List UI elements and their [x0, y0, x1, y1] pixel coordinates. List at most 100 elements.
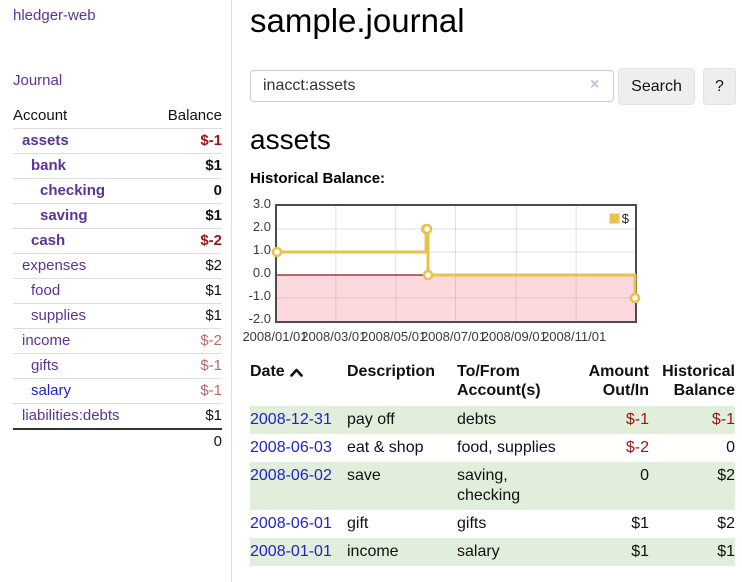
page-title: sample.journal	[250, 2, 465, 39]
register-row: 2008-06-01 gift gifts $1 $2	[250, 510, 735, 538]
transaction-description-cell: eat & shop	[347, 439, 424, 456]
transaction-description-cell: save	[347, 467, 381, 484]
transaction-description-cell: pay off	[347, 411, 395, 428]
historical-balance-chart: $ 3.0 2.0 1.0 0.0 -1.0 -2.0 2008/01/01 2008/03/…	[242, 196, 742, 347]
register-body: 2008-12-31 pay off debts $-1 $-1 2008-06-03 ea…	[250, 406, 735, 566]
data-point-marker	[271, 246, 283, 258]
clear-search-icon[interactable]: ×	[590, 76, 600, 93]
transaction-amount-cell: $-1	[625, 411, 649, 428]
search-form: × Search ?	[250, 68, 742, 108]
accounts-table-header: Account Balance	[13, 104, 222, 128]
transaction-date-link[interactable]: 2008-06-03	[250, 439, 332, 456]
sort-ascending-chevron-up-icon	[289, 368, 303, 377]
chart-title: Historical Balance:	[250, 170, 386, 187]
transaction-date-link[interactable]: 2008-12-31	[250, 411, 332, 428]
x-axis-tick-label: 2008/07/01	[420, 329, 487, 344]
register-row: 2008-06-03 eat & shop food, supplies $-2 0	[250, 434, 735, 462]
register-header-row: Date Description To/From Account(s) Amou…	[250, 360, 735, 406]
transaction-balance-cell: $1	[717, 543, 735, 560]
account-row: assets $-1	[13, 128, 222, 153]
transaction-date-link[interactable]: 2008-06-02	[250, 467, 332, 484]
account-balance: $1	[205, 407, 222, 424]
x-axis-tick-label: 2008/05/01	[361, 329, 427, 344]
transaction-balance-cell: $2	[717, 515, 735, 532]
account-balance: $1	[205, 307, 222, 324]
account-balance: $1	[205, 282, 222, 299]
accounts-total-value: 0	[213, 433, 222, 450]
account-balance: 0	[213, 182, 222, 199]
account-column-header: Account	[13, 107, 68, 124]
accounts-total-row: 0	[13, 428, 222, 454]
transaction-date-cell: 2008-06-03	[250, 434, 347, 462]
account-balance: $1	[205, 157, 222, 174]
search-input[interactable]	[250, 70, 614, 102]
sidebar-account-link[interactable]: food	[31, 282, 61, 299]
x-axis-tick-label: 2008/01/01	[242, 329, 308, 344]
account-heading: assets	[250, 124, 331, 155]
account-rows: assets $-1 bank $1 checking 0 saving $1 cash $-2 e…	[13, 128, 222, 428]
transaction-description-cell: income	[347, 543, 399, 560]
account-row: food $1	[13, 278, 222, 303]
account-row: liabilities:debts $1	[13, 403, 222, 428]
search-button[interactable]: Search	[618, 68, 695, 105]
transaction-date-link[interactable]: 2008-06-01	[250, 515, 332, 532]
sidebar-account-link[interactable]: salary	[31, 382, 72, 399]
sidebar-account-link[interactable]: assets	[22, 132, 69, 149]
help-button[interactable]: ?	[703, 68, 736, 105]
y-axis-tick-label: -2.0	[248, 311, 271, 326]
sidebar-account-link[interactable]: income	[22, 332, 71, 349]
chart-legend: $	[606, 210, 631, 227]
sidebar-account-link[interactable]: bank	[31, 157, 67, 174]
balance-column-header: Balance	[167, 107, 222, 124]
transaction-date-cell: 2008-12-31	[250, 406, 347, 434]
account-row: bank $1	[13, 153, 222, 178]
x-axis-tick-label: 2008/09/01	[481, 329, 547, 344]
account-balance: $-1	[200, 382, 222, 399]
y-axis-tick-label: 1.0	[252, 242, 271, 257]
register-table: Date Description To/From Account(s) Amou…	[250, 360, 735, 566]
sidebar-account-link[interactable]: liabilities:debts	[22, 407, 120, 424]
data-point-marker	[422, 269, 434, 281]
register-row: 2008-06-02 save saving, checking 0 $2	[250, 462, 735, 510]
x-axis-tick-label: 2008/11/01	[542, 329, 607, 344]
sidebar-account-link[interactable]: checking	[40, 182, 106, 199]
account-row: gifts $-1	[13, 353, 222, 378]
account-row: supplies $1	[13, 303, 222, 328]
transaction-amount-cell: $1	[631, 543, 649, 560]
register-row: 2008-12-31 pay off debts $-1 $-1	[250, 406, 735, 434]
sidebar-account-link[interactable]: expenses	[22, 257, 87, 274]
sidebar-account-link[interactable]: supplies	[31, 307, 87, 324]
sidebar-account-link[interactable]: gifts	[31, 357, 59, 374]
account-row: income $-2	[13, 328, 222, 353]
account-balance: $-2	[200, 332, 222, 349]
register-header-date[interactable]: Date	[250, 360, 347, 406]
account-row: checking 0	[13, 178, 222, 203]
data-point-marker	[629, 292, 641, 304]
transaction-date-link[interactable]: 2008-01-01	[250, 543, 332, 560]
account-balance: $2	[205, 257, 222, 274]
transaction-accounts-cell: food, supplies	[457, 439, 556, 456]
account-balance: $1	[205, 207, 222, 224]
y-axis-tick-label: 2.0	[252, 219, 271, 234]
register-header-description: Description	[347, 363, 436, 380]
x-axis-tick-label: 2008/03/01	[301, 329, 367, 344]
sidebar-account-link[interactable]: saving	[40, 207, 88, 224]
transaction-accounts-cell: gifts	[457, 515, 487, 532]
transaction-accounts-cell: debts	[457, 411, 497, 428]
transaction-amount-cell: $-2	[625, 439, 649, 456]
transaction-balance-cell: $2	[717, 467, 735, 484]
transaction-date-cell: 2008-06-01	[250, 510, 347, 538]
main-content: sample.journal × Search ? assets Histori…	[242, 0, 742, 582]
transaction-date-cell: 2008-01-01	[250, 538, 347, 566]
transaction-balance-cell: $-1	[711, 411, 735, 428]
app-brand-link[interactable]: hledger-web	[13, 7, 96, 24]
register-header-balance: Historical Balance	[662, 363, 735, 399]
sidebar-account-link[interactable]: cash	[31, 232, 66, 249]
y-axis-tick-label: 3.0	[252, 196, 271, 211]
data-point-marker	[421, 223, 433, 235]
sidebar-item-journal[interactable]: Journal	[13, 72, 63, 89]
register-header-amount: Amount Out/In	[588, 363, 649, 399]
transaction-description-cell: gift	[347, 515, 369, 532]
legend-label: $	[621, 211, 629, 226]
transaction-date-cell: 2008-06-02	[250, 462, 347, 510]
